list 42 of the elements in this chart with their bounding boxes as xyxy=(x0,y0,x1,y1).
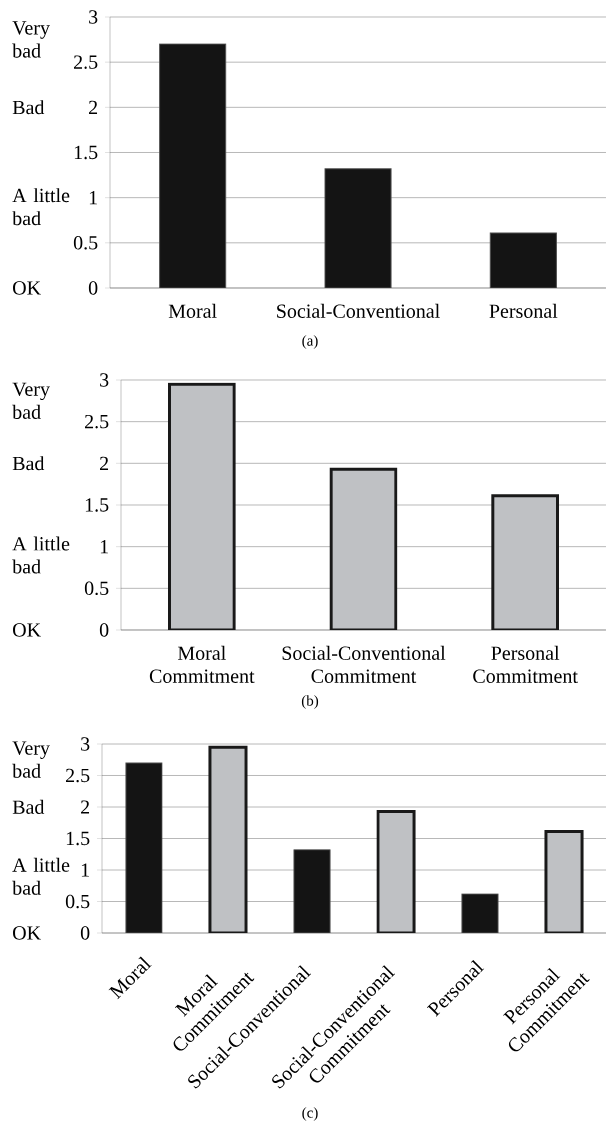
text: (b) xyxy=(301,695,319,709)
y-tick-label: 3 xyxy=(89,10,98,24)
y-tick-label: 3 xyxy=(81,737,90,751)
text: A little bad xyxy=(12,536,70,574)
y-tick-label: 0.5 xyxy=(65,894,90,909)
text: OK xyxy=(13,623,41,637)
y-tick-label: 1.5 xyxy=(85,498,109,512)
y-tick-label: 0.5 xyxy=(73,236,98,250)
y-tick-label: 2 xyxy=(100,456,109,470)
y-tick-label: 2.5 xyxy=(66,768,90,783)
text: A little bad xyxy=(12,188,70,226)
text: OK xyxy=(13,281,41,295)
x-tick-label: Personal Commitment xyxy=(473,645,578,683)
y-tick-label: 1.5 xyxy=(66,831,90,846)
y-tick-label: 2.5 xyxy=(74,55,98,69)
text: Bad xyxy=(12,100,45,115)
y-tick-label: 0 xyxy=(88,281,98,295)
text: (a) xyxy=(302,335,318,349)
x-tick-label: Social-Conventional xyxy=(277,303,440,318)
y-tick-label: 2 xyxy=(81,800,90,814)
text: Bad xyxy=(12,456,45,471)
y-tick-label: 2 xyxy=(89,100,98,114)
y-tick-label: 2.5 xyxy=(85,414,109,429)
text: (c) xyxy=(302,1107,318,1121)
x-tick-label: Personal xyxy=(489,303,558,318)
x-tick-label: Social-Conventional Commitment xyxy=(282,645,446,683)
text: Very bad xyxy=(12,741,50,778)
text: Bad xyxy=(12,799,45,814)
y-tick-label: 0 xyxy=(99,623,109,637)
y-tick-label: 1 xyxy=(100,540,108,554)
y-tick-label: 1.5 xyxy=(74,145,98,160)
y-tick-label: 1 xyxy=(89,191,97,205)
text: Very bad xyxy=(12,382,50,419)
y-tick-label: 3 xyxy=(100,373,109,387)
text: OK xyxy=(13,926,41,940)
x-tick-label: Moral xyxy=(168,303,217,318)
text: Very bad xyxy=(12,21,50,58)
y-tick-label: 0 xyxy=(80,926,90,940)
y-tick-label: 1 xyxy=(81,863,89,877)
x-tick-label: Moral Commitment xyxy=(149,645,255,683)
text: A little bad xyxy=(12,857,70,895)
y-tick-label: 0.5 xyxy=(84,581,109,596)
